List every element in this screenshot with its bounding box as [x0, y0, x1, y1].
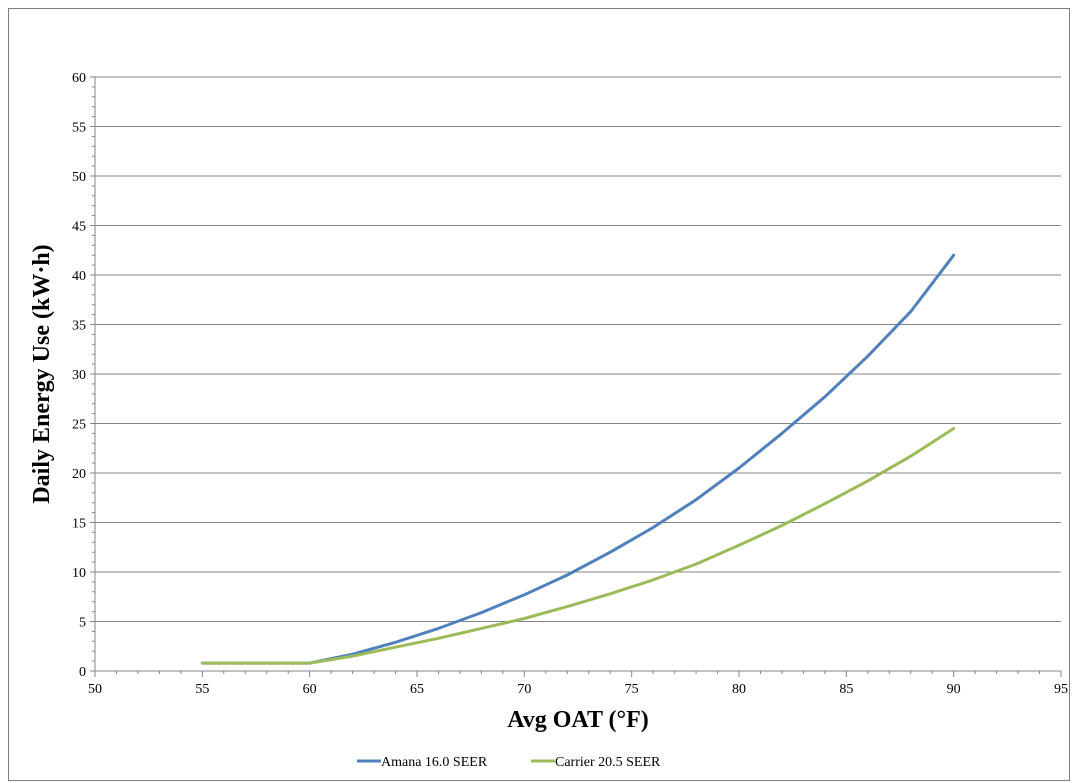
axes: [90, 76, 1062, 677]
x-tick-label: 90: [947, 682, 961, 697]
y-tick-label: 25: [72, 418, 86, 433]
chart-frame: 0 5 10 15 20 25 30 35 40 45 50 55 60 50 55 60 65 70 75 80 85…: [8, 8, 1070, 781]
y-tick-label: 30: [72, 368, 86, 383]
gridlines: [95, 76, 1061, 622]
data-series: [200, 253, 956, 665]
x-tick-label: 55: [195, 682, 209, 697]
y-tick-label: 45: [72, 220, 86, 235]
y-axis-title: Daily Energy Use (kW·h): [29, 244, 55, 503]
y-tick-label: 20: [72, 467, 86, 482]
y-tick-label: 50: [72, 170, 86, 185]
legend-label-1: Amana 16.0 SEER: [381, 755, 488, 770]
y-tick-label: 10: [72, 566, 86, 581]
y-tick-label: 5: [79, 616, 86, 631]
y-tick-label: 55: [72, 121, 86, 136]
x-tick-label: 85: [839, 682, 853, 697]
x-tick-label: 65: [410, 682, 424, 697]
x-tick-label: 70: [517, 682, 531, 697]
x-tick-label: 50: [88, 682, 102, 697]
series-line-2: [200, 427, 956, 665]
energy-use-chart: 0 5 10 15 20 25 30 35 40 45 50 55 60 50 55 60 65 70 75 80 85…: [29, 71, 1068, 770]
tick-labels: 0 5 10 15 20 25 30 35 40 45 50 55 60 50 55 60 65 70 75 80 85…: [72, 71, 1068, 697]
y-tick-label: 15: [72, 517, 86, 532]
y-tick-label: 60: [72, 71, 86, 86]
legend-label-2: Carrier 20.5 SEER: [555, 755, 661, 770]
y-tick-label: 40: [72, 269, 86, 284]
legend: Amana 16.0 SEER Carrier 20.5 SEER: [357, 755, 661, 770]
x-tick-label: 95: [1054, 682, 1068, 697]
x-tick-label: 80: [732, 682, 746, 697]
x-axis-title: Avg OAT (°F): [507, 707, 649, 733]
x-tick-label: 60: [303, 682, 317, 697]
y-tick-label: 0: [79, 665, 86, 680]
x-tick-label: 75: [625, 682, 639, 697]
y-tick-label: 35: [72, 319, 86, 334]
